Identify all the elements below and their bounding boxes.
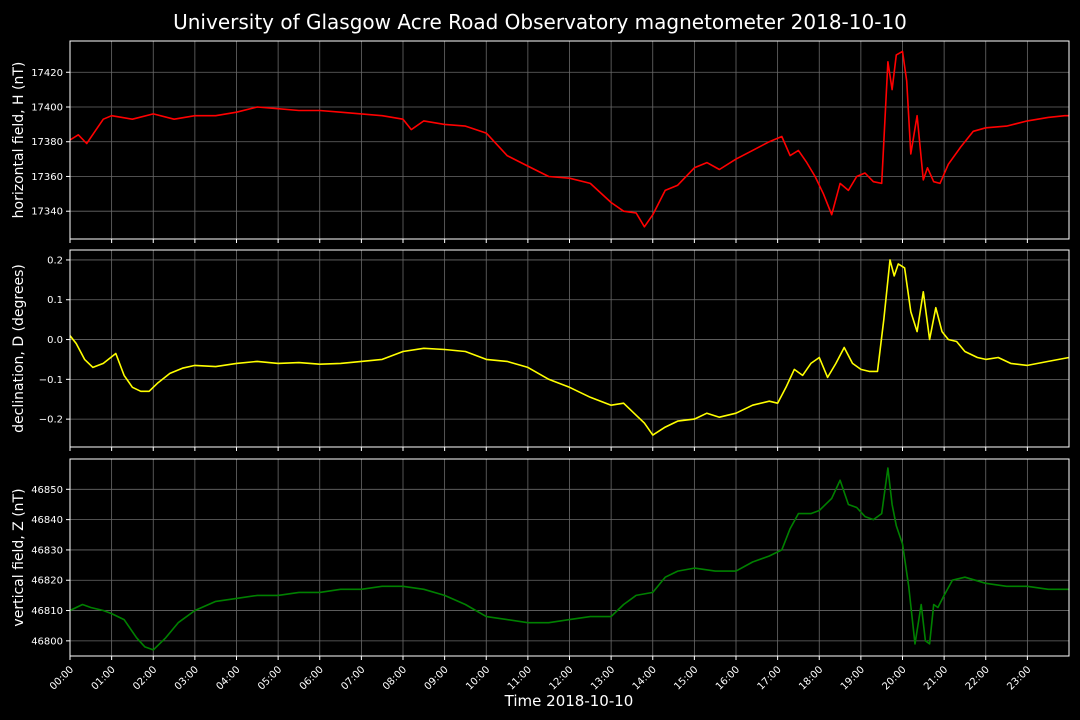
series-line <box>69 259 1070 436</box>
axes-frame <box>69 40 1070 240</box>
y-tick-label: 17380 <box>31 137 63 148</box>
series-line <box>69 467 1069 651</box>
y-tick-label: 17360 <box>31 172 63 183</box>
y-tick-label: 46810 <box>31 606 63 617</box>
y-tick-label: 17340 <box>31 207 63 218</box>
y-axis-label: horizontal field, H (nT) <box>11 62 27 219</box>
y-axis-label: declination, D (degrees) <box>11 264 27 433</box>
x-axis-label: Time 2018-10-10 <box>504 692 634 710</box>
y-axis-label: vertical field, Z (nT) <box>11 488 27 626</box>
chart-panel-2: −0.2 −0.1 0.0 0.1 0.2 declination, D (degrees… <box>11 249 1070 451</box>
y-tick-label: 0.0 <box>47 335 63 346</box>
y-tick-label: 46850 <box>31 485 63 496</box>
y-tick-label: 46840 <box>31 515 63 526</box>
axes-frame <box>69 458 1070 657</box>
y-tick-label: 17400 <box>31 103 63 114</box>
figure-title: University of Glasgow Acre Road Observat… <box>173 10 907 34</box>
y-tick-label: 46820 <box>31 576 63 587</box>
y-tick-label: 0.1 <box>47 295 63 306</box>
y-tick-label: 46800 <box>31 636 63 647</box>
y-tick-label: −0.2 <box>39 415 63 426</box>
y-tick-label: 17420 <box>31 68 63 79</box>
y-tick-label: 0.2 <box>47 255 63 266</box>
axes-frame <box>69 249 1070 448</box>
y-tick-label: 46830 <box>31 545 63 556</box>
y-tick-label: −0.1 <box>39 375 63 386</box>
chart-panel-1: 17340 17360 17380 17400 17420 horizontal fiel… <box>11 40 1070 243</box>
series-line <box>69 50 1069 228</box>
